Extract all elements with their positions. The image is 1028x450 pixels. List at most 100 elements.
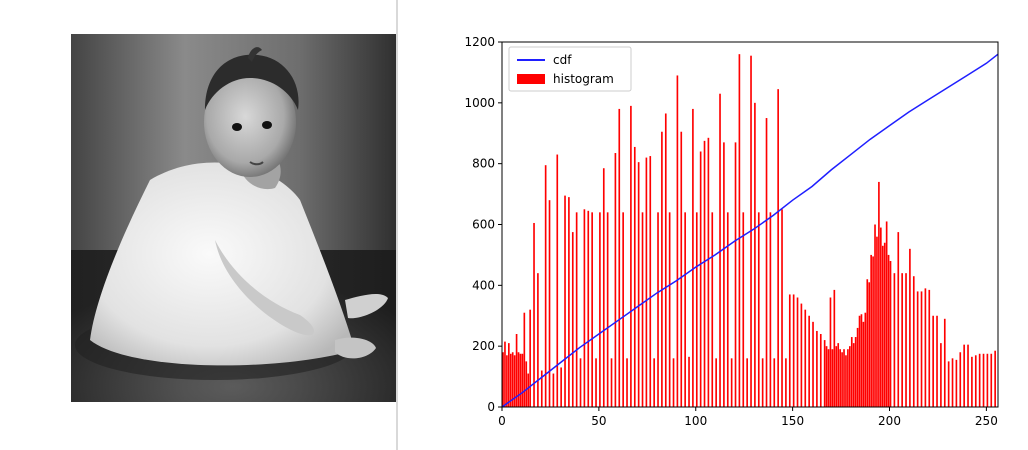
histogram-bar [668, 212, 671, 407]
histogram-bar [819, 334, 822, 407]
histogram-bar [649, 156, 652, 407]
histogram-bar [804, 309, 807, 407]
histogram-bar [506, 355, 508, 407]
histogram-bar [835, 346, 838, 407]
y-tick-label: 1200 [464, 35, 495, 49]
y-axis-ticks: 0 200 400 600 800 1000 1200 [464, 35, 502, 414]
histogram-bar [515, 334, 518, 407]
histogram-bar [792, 294, 795, 407]
histogram-bar [757, 212, 760, 407]
histogram-bar [878, 181, 880, 407]
histogram-bar [730, 358, 733, 407]
x-tick-label: 150 [781, 414, 804, 428]
histogram-bar [963, 344, 965, 407]
histogram-bar [630, 105, 632, 407]
histogram-bar [583, 209, 586, 407]
histogram-bar [843, 349, 845, 407]
histogram-bar [641, 212, 644, 407]
histogram-bar [599, 212, 601, 407]
histogram-bar [905, 273, 907, 407]
histogram-bar [742, 212, 745, 407]
histogram-bar [920, 291, 923, 407]
histogram-bar [781, 209, 783, 407]
histogram-bar [982, 353, 985, 407]
x-tick-label: 50 [591, 414, 606, 428]
histogram-bar [889, 261, 892, 407]
histogram-bar [587, 210, 590, 407]
histogram-bar [940, 343, 942, 407]
histogram-bar [537, 273, 539, 407]
histogram-bar [707, 137, 710, 407]
histogram-bar [868, 282, 871, 407]
histogram-bar [579, 358, 582, 407]
histogram-bar [703, 140, 706, 407]
x-axis-ticks: 0 50 100 150 200 250 [498, 407, 998, 428]
histogram-bar [715, 358, 717, 407]
histogram-bar [880, 227, 882, 407]
histogram-bar [769, 212, 772, 407]
histogram-bar [738, 54, 741, 408]
histogram-bar [943, 318, 946, 407]
histogram-bar [874, 224, 876, 407]
histogram-bar [928, 289, 931, 407]
histogram-bar [990, 353, 993, 407]
histogram-bar [831, 349, 834, 407]
histogram-bar [726, 212, 729, 407]
histogram-bar [971, 356, 973, 407]
histogram-bar [610, 358, 613, 407]
histogram-bar [959, 352, 962, 407]
histogram-bar [602, 168, 605, 407]
y-tick-label: 200 [472, 339, 495, 353]
histogram-bar [509, 353, 512, 407]
histogram-bar [823, 340, 826, 407]
histogram-bar [502, 352, 504, 407]
histogram-bar [523, 312, 526, 407]
histogram-bar [692, 108, 694, 408]
histogram-bar [695, 212, 698, 407]
histogram-bar [680, 131, 683, 407]
histogram-bar [575, 212, 578, 407]
histogram-bar [664, 113, 667, 408]
histogram-bar [909, 248, 911, 407]
histogram-bar [936, 315, 938, 407]
histogram-bar [614, 153, 617, 407]
histogram-bar [951, 358, 954, 407]
histogram-bar [521, 353, 524, 407]
histogram-bar [808, 315, 810, 407]
histogram-bar [876, 236, 878, 407]
histogram-bar [974, 355, 977, 407]
histogram-bar [850, 337, 853, 407]
histogram-bar [897, 232, 900, 407]
histogram-bar [870, 254, 872, 407]
histogram-bar [812, 321, 814, 407]
histogram-bar [525, 361, 528, 407]
histogram-bar [540, 370, 543, 407]
histogram-bar [887, 254, 890, 407]
histogram-bar [947, 361, 950, 407]
histogram-bar [864, 312, 867, 407]
histogram-bar [504, 341, 506, 407]
histogram-bar [967, 344, 969, 407]
histogram-bar [994, 350, 996, 407]
histogram-bar [845, 355, 847, 407]
y-tick-label: 1000 [464, 96, 495, 110]
histogram-bar [839, 349, 841, 407]
histogram-bar [852, 343, 855, 407]
baby-portrait-photo [71, 34, 396, 402]
legend: cdf histogram [508, 46, 632, 92]
histogram-bar [618, 108, 621, 408]
histogram-bar [854, 337, 857, 407]
histogram-bar [699, 151, 702, 407]
histogram-bar [513, 355, 516, 407]
y-tick-label: 400 [472, 278, 495, 292]
histogram-bar [684, 212, 686, 407]
histogram-bar [519, 353, 522, 407]
histogram-bar [860, 314, 863, 407]
histogram-bar [560, 367, 562, 407]
histogram-bar [533, 222, 535, 407]
histogram-bar [841, 352, 843, 407]
histogram-bar [872, 256, 874, 407]
histogram-bar [544, 165, 547, 407]
histogram-bar [893, 273, 896, 407]
